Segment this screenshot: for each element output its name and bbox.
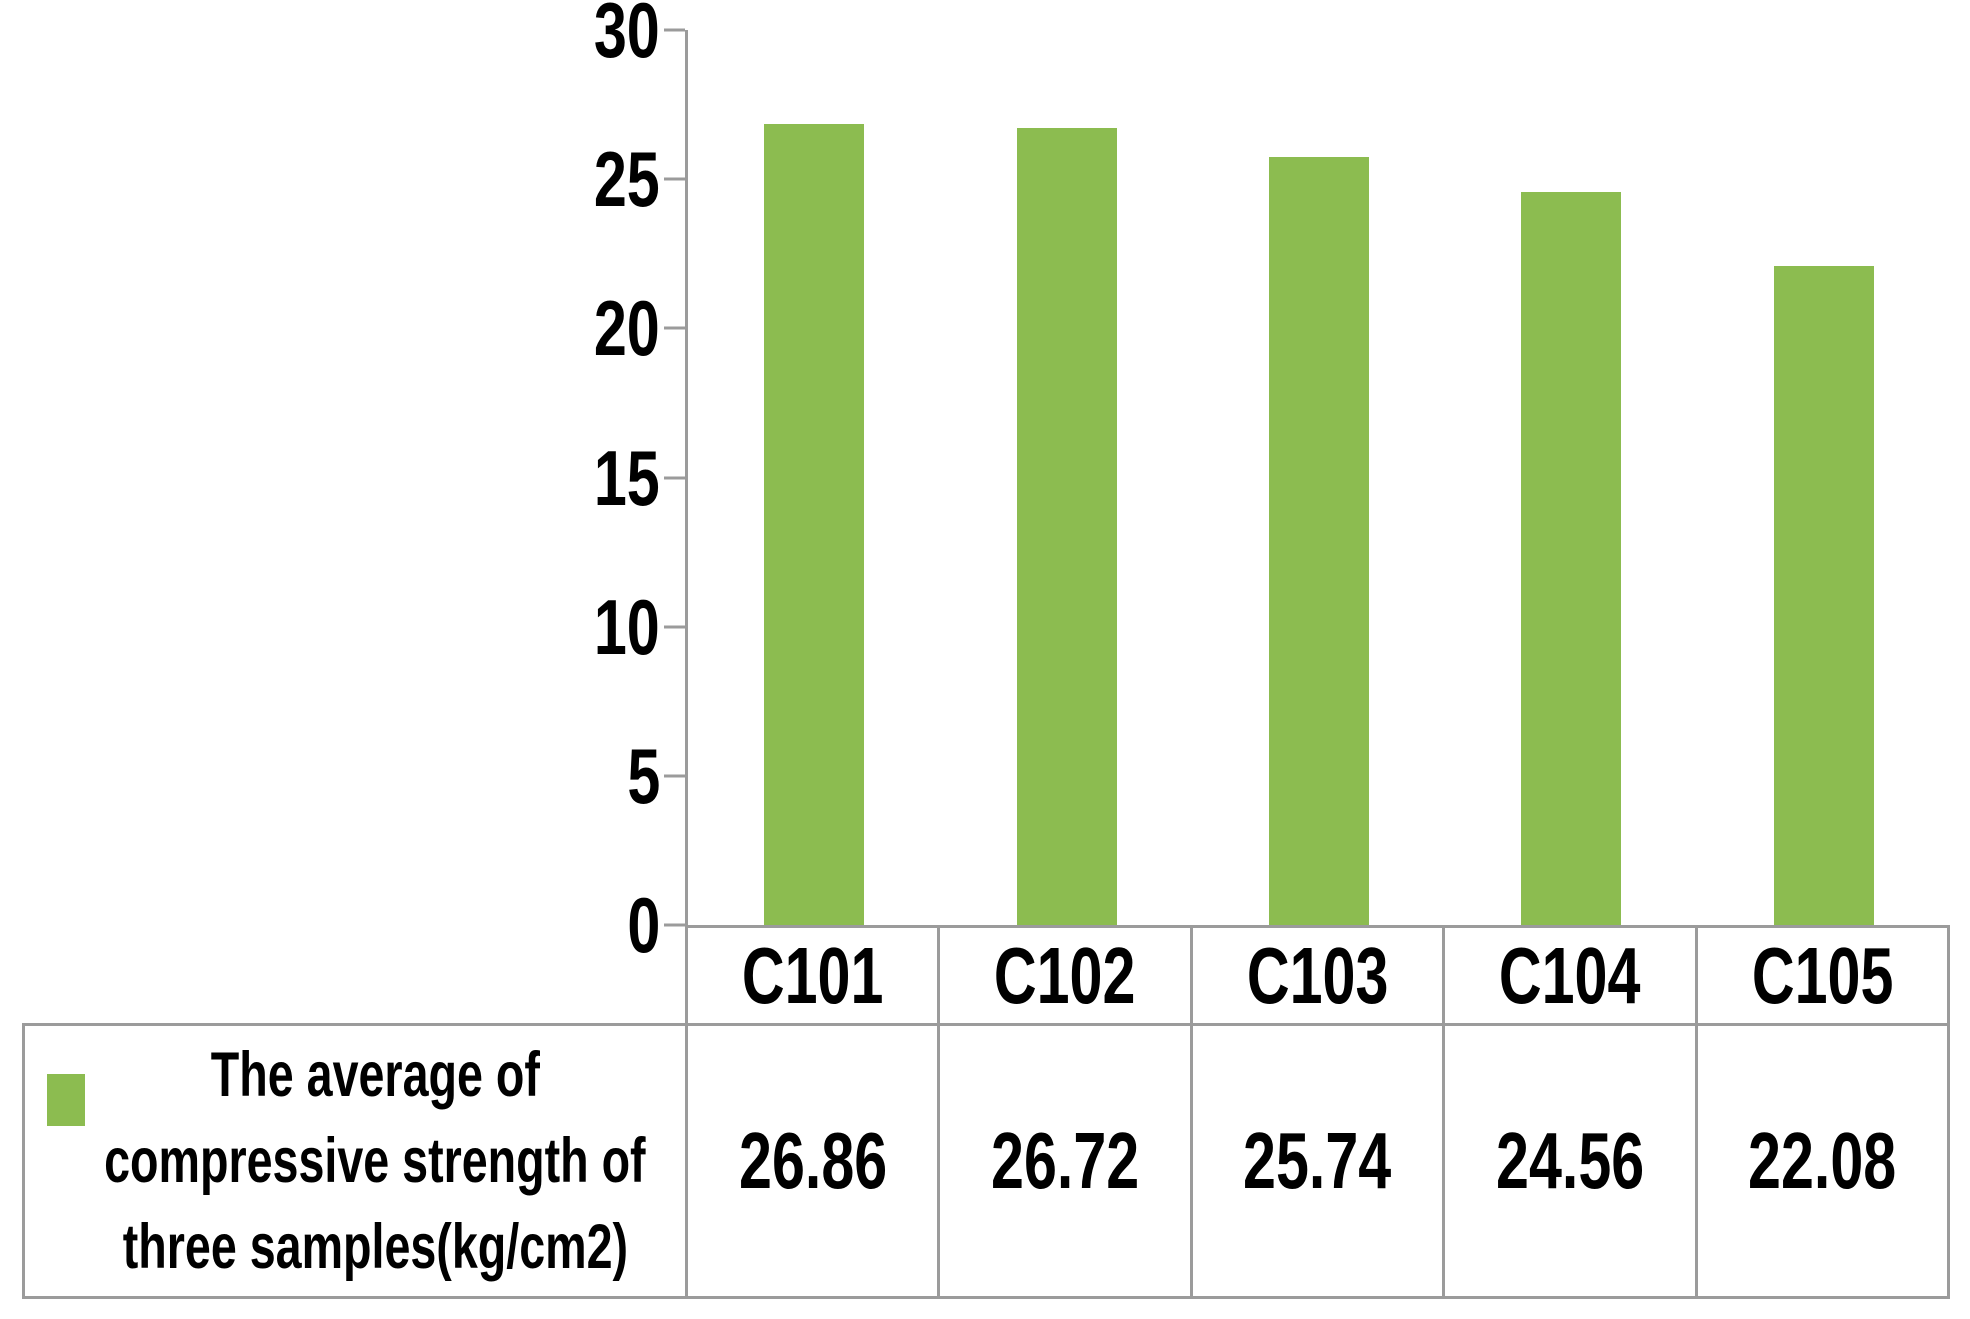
legend-line: three samples(kg/cm2) [122,1212,628,1282]
value-cell-c105: 22.08 [1748,1116,1897,1205]
y-tick-label-15: 15 [594,433,660,522]
y-tick-mark-15 [664,476,685,479]
bars-container [688,30,1950,925]
y-tick-label-30: 30 [594,0,660,74]
y-tick-label-25: 25 [594,135,660,224]
y-tick-label-10: 10 [594,582,660,671]
category-cell-c105: C105 [1751,930,1894,1020]
y-tick-label-5: 5 [627,731,660,820]
legend-swatch-icon [47,1074,85,1126]
bar-slot-c103 [1193,30,1445,925]
category-cell-c101: C101 [688,928,941,1023]
bar-slot-c101 [688,30,940,925]
value-cell-c102: 26.72 [940,1026,1193,1296]
value-cell-c104: 24.56 [1445,1026,1698,1296]
y-tick-label-20: 20 [594,284,660,373]
y-tick-mark-0 [664,923,685,927]
bar-slot-c105 [1698,30,1950,925]
bar-slot-c102 [940,30,1192,925]
y-tick-mark-5 [664,774,685,778]
y-tick-mark-10 [664,625,685,629]
category-header-row: C101 C102 C103 C104 C105 [685,925,1950,1023]
bar-slot-c104 [1445,30,1697,925]
category-cell-c103: C103 [1193,928,1446,1023]
category-cell-c104: C104 [1445,928,1698,1023]
bar-c102 [1016,127,1117,925]
value-cell-c101: 26.86 [688,1026,941,1296]
bar-c105 [1773,266,1874,925]
bar-c104 [1521,192,1622,925]
value-cell-c103: 25.74 [1193,1026,1446,1296]
legend-cell: The average of compressive strength of t… [25,1026,688,1296]
bar-c103 [1269,157,1370,925]
y-tick-mark-25 [664,177,685,181]
bar-c101 [764,123,865,925]
category-cell-c102: C102 [940,928,1193,1023]
y-tick-label-0: 0 [627,881,660,969]
y-tick-mark-20 [664,326,685,330]
y-tick-mark-30 [664,28,685,32]
legend-label: The average of compressive strength of t… [0,1032,741,1290]
plot-area [685,30,1950,925]
legend-line: compressive strength of [104,1126,646,1196]
legend-line: The average of [210,1040,540,1110]
legend-value-row: The average of compressive strength of t… [22,1023,1950,1299]
